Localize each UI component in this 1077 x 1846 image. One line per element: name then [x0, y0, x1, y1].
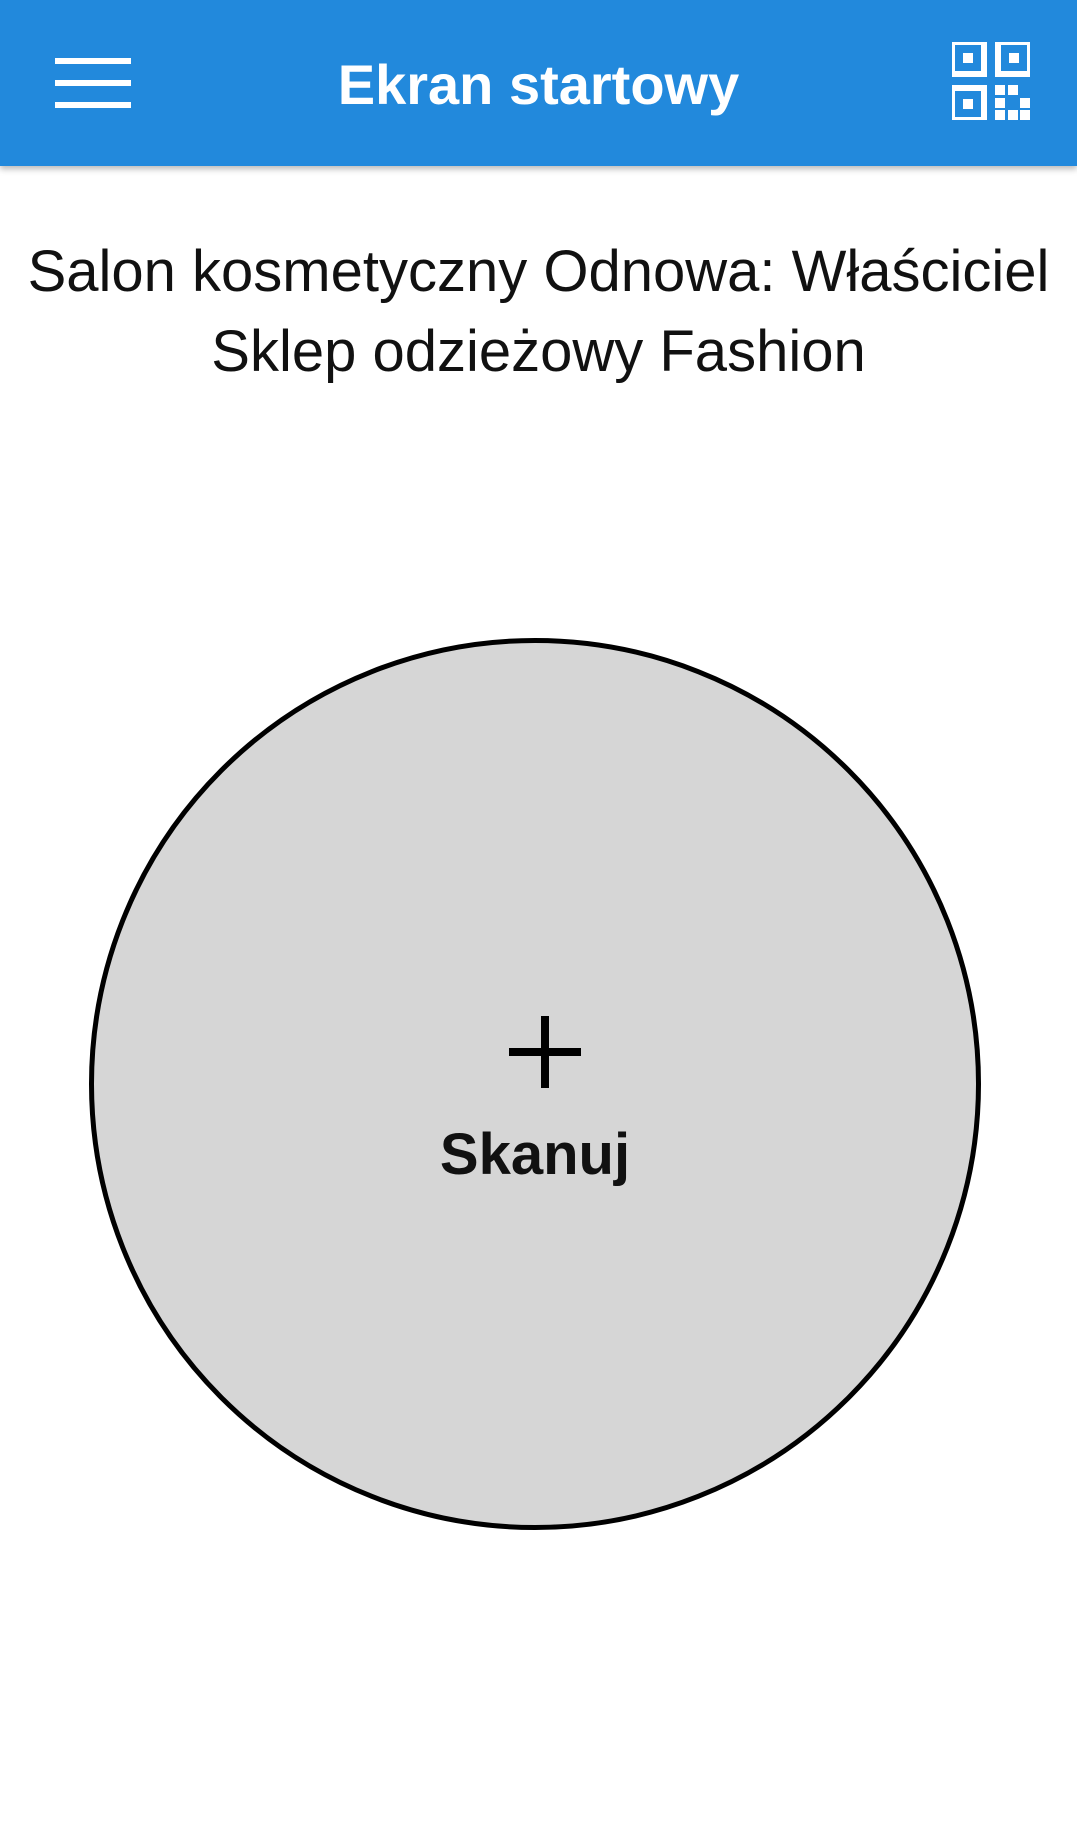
business-subtitle: Salon kosmetyczny Odnowa: Właściciel Skl…: [0, 232, 1077, 392]
qr-code-icon: [952, 42, 1030, 120]
menu-button[interactable]: [40, 38, 146, 128]
plus-icon: [509, 1016, 581, 1088]
scan-button[interactable]: Skanuj: [89, 638, 981, 1530]
app-bar: Ekran startowy: [0, 0, 1077, 166]
subtitle-line-1: Salon kosmetyczny Odnowa: Właściciel: [27, 239, 1050, 304]
page-title: Ekran startowy: [337, 53, 740, 116]
scan-button-label: Skanuj: [439, 1122, 631, 1187]
hamburger-menu-icon: [55, 58, 131, 108]
qr-scan-button[interactable]: [944, 36, 1034, 126]
subtitle-line-2: Sklep odzieżowy Fashion: [211, 319, 866, 384]
